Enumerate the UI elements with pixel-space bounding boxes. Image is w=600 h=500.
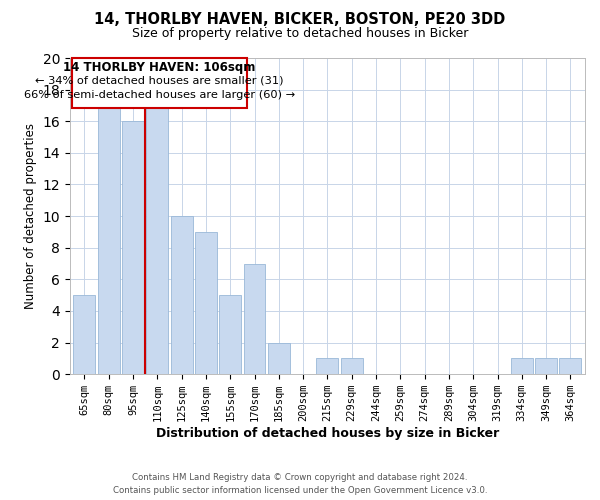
Y-axis label: Number of detached properties: Number of detached properties	[24, 123, 37, 309]
Bar	[316, 358, 338, 374]
Bar	[195, 232, 217, 374]
Bar	[73, 295, 95, 374]
X-axis label: Distribution of detached houses by size in Bicker: Distribution of detached houses by size …	[156, 427, 499, 440]
Text: Contains HM Land Registry data © Crown copyright and database right 2024.
Contai: Contains HM Land Registry data © Crown c…	[113, 474, 487, 495]
Bar	[559, 358, 581, 374]
Bar	[244, 264, 265, 374]
Bar	[122, 121, 144, 374]
Bar	[511, 358, 533, 374]
Bar	[268, 342, 290, 374]
Text: Size of property relative to detached houses in Bicker: Size of property relative to detached ho…	[132, 28, 468, 40]
Text: ← 34% of detached houses are smaller (31): ← 34% of detached houses are smaller (31…	[35, 76, 284, 86]
Bar	[98, 106, 119, 374]
Bar	[146, 106, 168, 374]
Text: 14, THORLBY HAVEN, BICKER, BOSTON, PE20 3DD: 14, THORLBY HAVEN, BICKER, BOSTON, PE20 …	[94, 12, 506, 28]
Bar	[535, 358, 557, 374]
Text: 66% of semi-detached houses are larger (60) →: 66% of semi-detached houses are larger (…	[24, 90, 295, 100]
Bar	[341, 358, 362, 374]
Text: 14 THORLBY HAVEN: 106sqm: 14 THORLBY HAVEN: 106sqm	[63, 61, 256, 74]
Bar	[170, 216, 193, 374]
Bar	[219, 295, 241, 374]
FancyBboxPatch shape	[72, 58, 247, 108]
